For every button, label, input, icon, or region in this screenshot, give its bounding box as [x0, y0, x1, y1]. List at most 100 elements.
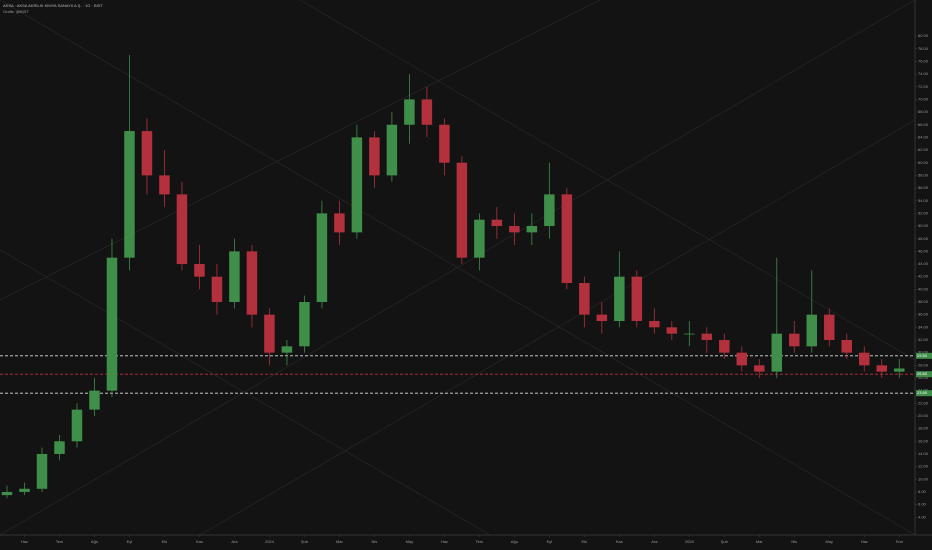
y-tick-label: 62.00 [918, 147, 929, 152]
y-tick-label: 48.00 [918, 236, 929, 241]
candle-body [106, 257, 118, 391]
x-tick-label: Mar [756, 539, 764, 544]
y-tick-label: 56.00 [918, 185, 929, 190]
y-tick-label: 74.00 [918, 71, 929, 76]
x-tick-label: May [406, 539, 414, 544]
y-tick-label: 46.00 [918, 248, 929, 253]
candle-body [456, 162, 468, 258]
candle-body [544, 194, 555, 227]
y-tick-label: 4.00 [918, 514, 927, 519]
candle-body [491, 219, 503, 227]
level-tag [916, 371, 932, 378]
candle-body [509, 226, 520, 233]
y-tick-label: 38.00 [918, 299, 929, 304]
y-tick-label: 52.00 [918, 210, 929, 215]
candle-body [754, 365, 765, 372]
level-label: 26.60 [917, 371, 928, 376]
x-tick-label: Haz [441, 539, 448, 544]
candle-body [421, 99, 433, 125]
x-tick-label: Kas [196, 539, 203, 544]
y-tick-label: 8.00 [918, 489, 927, 494]
candle-body [631, 276, 643, 321]
candle-body [719, 339, 730, 353]
x-tick-label: 2025 [685, 539, 695, 544]
y-tick-label: 40.00 [918, 286, 929, 291]
y-tick-label: 70.00 [918, 96, 929, 101]
x-tick-label: Şub [721, 539, 729, 544]
level-label: 23.60 [917, 390, 928, 395]
chart-title: AKSA · AKSA AKRILIK KIMYA SANAYII A.Ş. ·… [3, 3, 103, 8]
candle-body [54, 441, 65, 454]
candle-body [229, 251, 240, 303]
candle-body [701, 333, 713, 340]
x-tick-label: Nis [372, 539, 378, 544]
x-tick-label: Tem [895, 539, 903, 544]
candle-body [386, 124, 398, 176]
candle-body [141, 131, 153, 176]
y-tick-label: 26.00 [918, 375, 929, 380]
x-tick-label: Tem [476, 539, 484, 544]
candle-body [526, 226, 538, 233]
candle-body [369, 137, 380, 176]
candle-body [194, 264, 205, 277]
candle-body [159, 175, 170, 195]
y-tick-label: 42.00 [918, 274, 929, 279]
y-tick-label: 34.00 [918, 324, 929, 329]
y-tick-label: 18.00 [918, 426, 929, 431]
y-tick-label: 54.00 [918, 198, 929, 203]
candle-body [351, 137, 363, 233]
x-tick-label: Haz [861, 539, 868, 544]
candle-body [246, 251, 258, 315]
candle-body [771, 333, 783, 372]
y-tick-label: 78.00 [918, 46, 929, 51]
level-tag [916, 352, 932, 359]
candle-body [89, 390, 100, 410]
y-tick-label: 72.00 [918, 84, 929, 89]
candle-body [281, 346, 293, 353]
candle-body [474, 219, 485, 258]
y-tick-label: 50.00 [918, 223, 929, 228]
y-tick-label: 58.00 [918, 172, 929, 177]
candle-body [684, 333, 695, 335]
candle-body [789, 333, 800, 347]
x-tick-label: Eyl [127, 539, 133, 544]
x-tick-label: Mar [336, 539, 344, 544]
x-tick-label: Ara [651, 539, 658, 544]
x-tick-label: Şub [301, 539, 309, 544]
candle-body [806, 314, 818, 347]
y-tick-label: 12.00 [918, 464, 929, 469]
x-tick-label: Eyl [547, 539, 553, 544]
y-tick-label: 28.00 [918, 362, 929, 367]
x-tick-label: Kas [616, 539, 623, 544]
x-tick-label: Eki [582, 539, 588, 544]
x-tick-label: Eki [162, 539, 168, 544]
x-tick-label: May [825, 539, 833, 544]
y-tick-label: 64.00 [918, 134, 929, 139]
y-tick-label: 80.00 [918, 33, 929, 38]
candle-body [36, 453, 48, 489]
candle-body [334, 213, 345, 233]
candle-body [841, 339, 853, 353]
x-tick-label: Ağu [511, 539, 518, 544]
candle-body [439, 124, 450, 163]
candle-body [19, 488, 30, 492]
y-tick-label: 10.00 [918, 476, 929, 481]
x-tick-label: Nis [791, 539, 797, 544]
candle-body [264, 314, 275, 353]
level-label: 29.50 [917, 353, 928, 358]
x-tick-label: Haz [21, 539, 28, 544]
candle-body [211, 276, 223, 303]
y-tick-label: 68.00 [918, 109, 929, 114]
y-tick-label: 66.00 [918, 122, 929, 127]
candle-body [876, 365, 888, 372]
candle-body [824, 314, 835, 340]
y-tick-label: 32.00 [918, 337, 929, 342]
candle-body [666, 327, 678, 334]
candle-body [316, 213, 328, 303]
y-tick-label: 14.00 [918, 451, 929, 456]
y-tick-label: 76.00 [918, 58, 929, 63]
candle-body [71, 409, 83, 442]
